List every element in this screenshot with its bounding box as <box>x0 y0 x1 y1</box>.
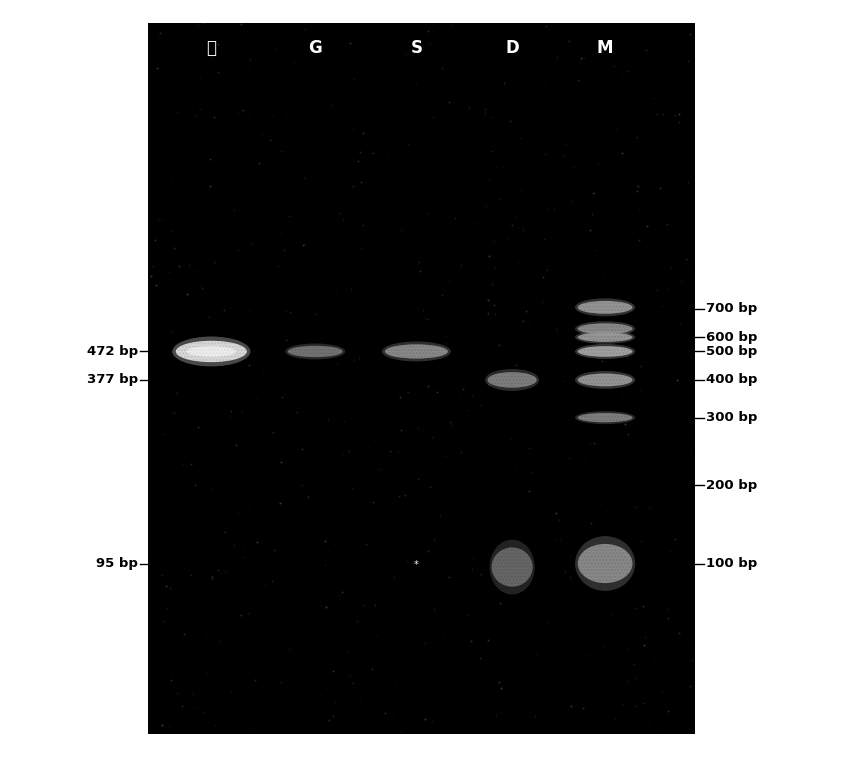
Text: 阴: 阴 <box>206 39 216 57</box>
Text: 600 bp: 600 bp <box>706 331 757 344</box>
Text: 700 bp: 700 bp <box>706 302 756 315</box>
Text: *: * <box>414 560 419 570</box>
Text: 500 bp: 500 bp <box>706 345 756 358</box>
Text: 100 bp: 100 bp <box>706 557 756 570</box>
Text: G: G <box>309 39 322 57</box>
Text: M: M <box>597 39 613 57</box>
Text: S: S <box>410 39 422 57</box>
Text: 377 bp: 377 bp <box>87 373 138 386</box>
Text: 200 bp: 200 bp <box>706 478 756 492</box>
Text: 400 bp: 400 bp <box>706 373 757 386</box>
Text: 472 bp: 472 bp <box>87 345 138 358</box>
Text: 95 bp: 95 bp <box>97 557 138 570</box>
Text: D: D <box>505 39 519 57</box>
Text: 300 bp: 300 bp <box>706 411 757 424</box>
